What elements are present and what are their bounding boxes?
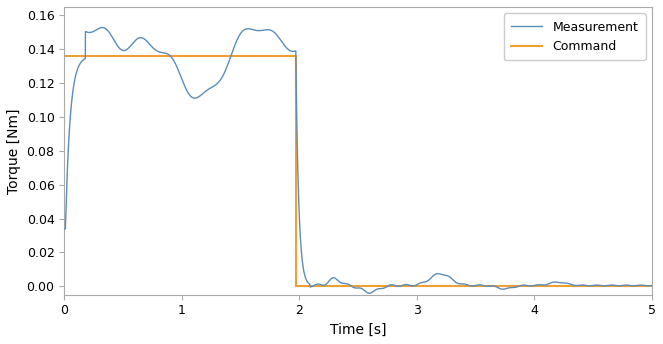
Measurement (60, 227, 68, 231)
Measurement (648, 283, 656, 288)
Measurement (453, 281, 461, 285)
Y-axis label: Torque [Nm]: Torque [Nm] (7, 108, 21, 194)
Command (292, 284, 300, 288)
Measurement (627, 283, 634, 288)
Measurement (259, 28, 267, 32)
Measurement (591, 283, 599, 287)
X-axis label: Time [s]: Time [s] (330, 323, 387, 337)
Line: Command: Command (64, 56, 652, 286)
Command (60, 54, 68, 58)
Line: Measurement: Measurement (64, 28, 652, 293)
Measurement (98, 25, 106, 30)
Measurement (280, 43, 288, 47)
Legend: Measurement, Command: Measurement, Command (504, 13, 646, 61)
Command (648, 284, 656, 288)
Measurement (365, 291, 373, 295)
Command (292, 54, 300, 58)
Measurement (255, 29, 263, 33)
